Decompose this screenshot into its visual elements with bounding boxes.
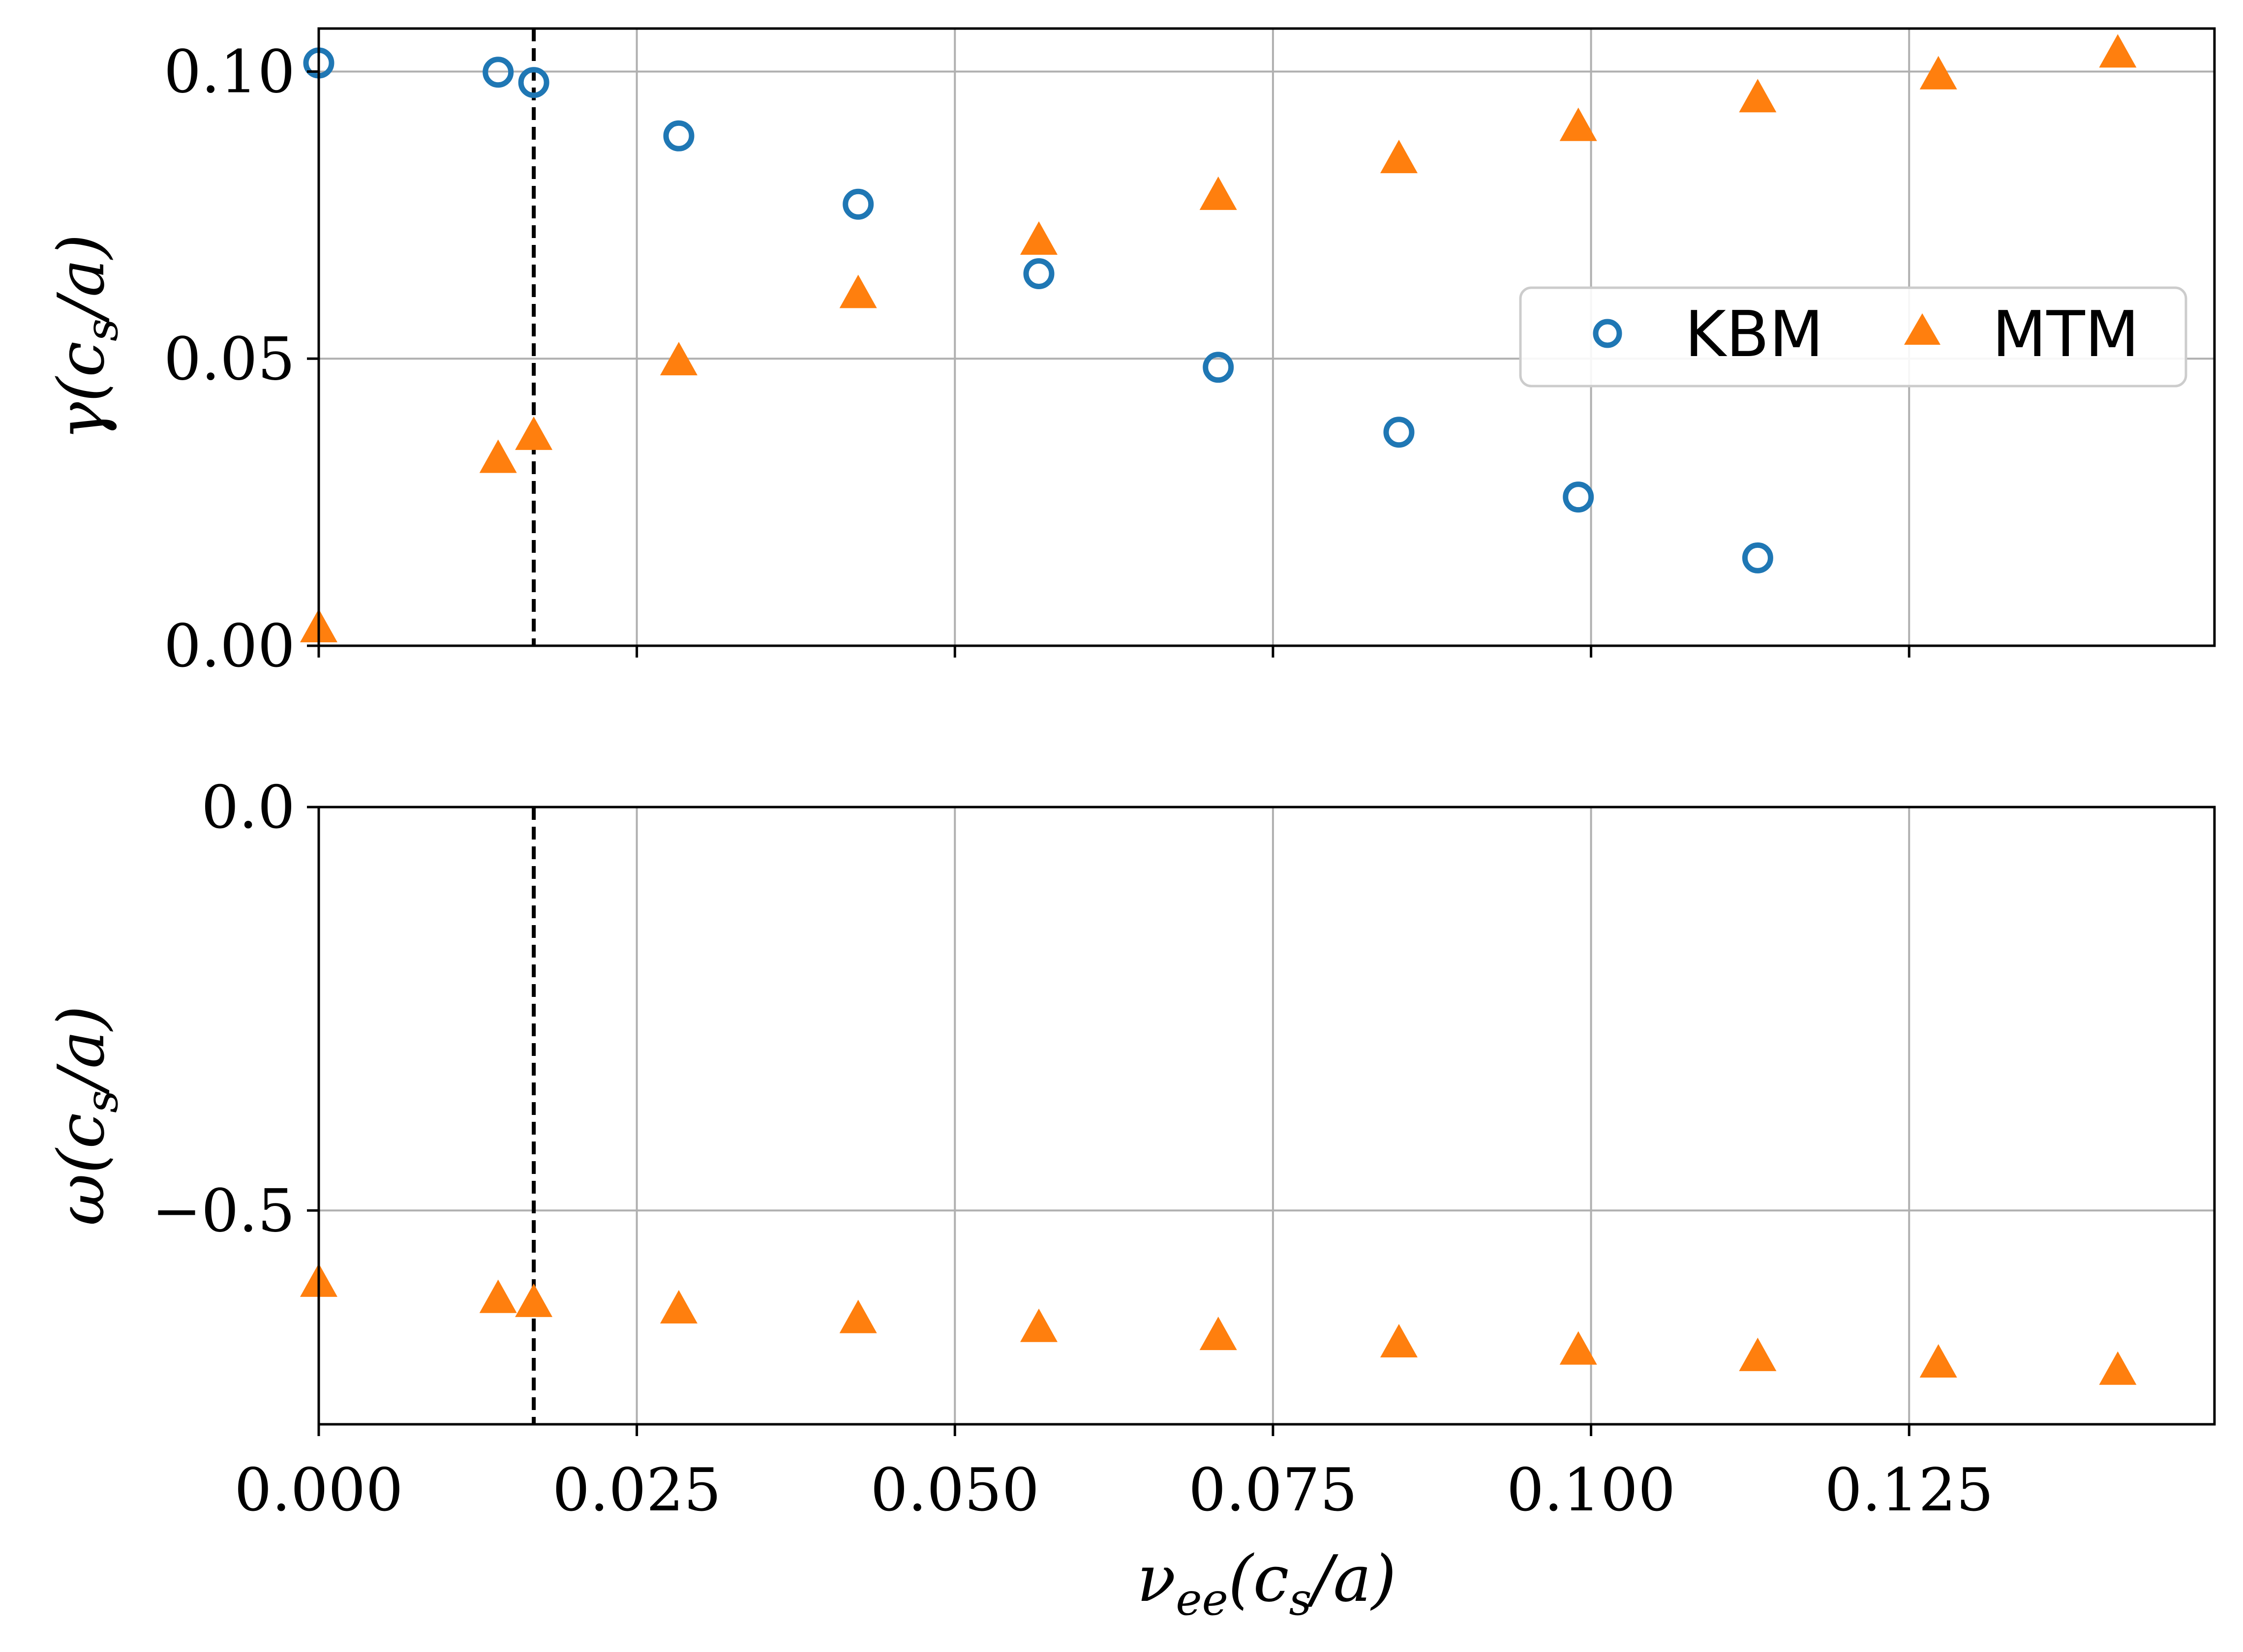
ticks-bottom: 0.000 0.025 0.050 0.075 0.100 0.125 0.0 −0.5 — [152, 774, 1994, 1525]
kbm-point — [483, 57, 514, 88]
x-axis-label: νee(cs/a) — [1137, 1541, 1396, 1625]
x-tick-label: 0.125 — [1824, 1456, 1994, 1525]
mtm-point — [839, 1299, 877, 1333]
frequency-panel: 0.000 0.025 0.050 0.075 0.100 0.125 0.0 −0.5 ω(… — [44, 774, 2216, 1625]
y-axis-label-bottom: ω(cs/a) — [44, 1006, 128, 1226]
x-tick-label: 0.100 — [1507, 1456, 1676, 1525]
x-tick-label: 0.050 — [871, 1456, 1040, 1525]
kbm-point — [1383, 417, 1415, 448]
mtm-point — [2099, 1351, 2137, 1385]
legend-box — [1519, 286, 2187, 388]
axes-frame-bottom — [317, 806, 2216, 1426]
y-tick-label: 0.05 — [164, 325, 295, 393]
mtm-point — [1199, 1317, 1237, 1351]
mtm-point — [1739, 79, 1777, 113]
mtm-point — [2099, 34, 2137, 68]
kbm-point — [1563, 481, 1594, 513]
mtm-point — [1739, 1337, 1777, 1371]
mtm-point — [515, 1283, 553, 1317]
mtm-point — [1559, 1331, 1597, 1365]
axes-frame-top — [317, 27, 2216, 647]
kbm-point — [518, 67, 549, 98]
mtm-point — [1559, 107, 1597, 141]
grid-bottom — [318, 806, 2214, 1424]
mtm-point — [660, 1290, 698, 1324]
mtm-point — [1020, 1308, 1058, 1342]
y-axis-label-top: γ(cs/a) — [44, 234, 128, 440]
mtm-point — [660, 342, 698, 376]
kbm-point — [1023, 258, 1055, 289]
kbm-point — [1203, 352, 1234, 383]
kbm-point — [843, 188, 874, 220]
legend-mtm-label: MTM — [1992, 298, 2139, 371]
mtm-point — [1380, 1323, 1418, 1357]
mtm-point — [1919, 1344, 1957, 1378]
legend-mtm-marker — [1904, 313, 1940, 345]
y-tick-label: 0.0 — [201, 774, 295, 842]
legend-kbm-marker — [1593, 319, 1622, 348]
y-tick-label: −0.5 — [152, 1177, 295, 1245]
y-tick-label: 0.10 — [164, 38, 295, 107]
mtm-point — [1380, 140, 1418, 174]
kbm-point — [1742, 542, 1773, 573]
mtm-point — [1020, 221, 1058, 255]
y-tick-label: 0.00 — [164, 612, 295, 681]
mtm-point — [839, 274, 877, 308]
markers-top — [300, 34, 2137, 642]
x-tick-label: 0.075 — [1188, 1456, 1358, 1525]
markers-bottom — [300, 1263, 2137, 1385]
mtm-point — [515, 416, 553, 450]
x-tick-label: 0.000 — [234, 1456, 403, 1525]
x-tick-label: 0.025 — [552, 1456, 722, 1525]
mtm-point — [479, 1279, 517, 1313]
growth-rate-panel: 0.00 0.05 0.10 γ(cs/a) KBM MTM — [44, 27, 2216, 681]
mtm-point — [1919, 56, 1957, 90]
mtm-point — [1199, 176, 1237, 210]
kbm-point — [663, 120, 695, 151]
legend: KBM MTM — [1519, 286, 2187, 388]
legend-kbm-label: KBM — [1685, 298, 1823, 371]
mtm-point — [479, 439, 517, 473]
ticks-top: 0.00 0.05 0.10 — [164, 38, 1910, 681]
